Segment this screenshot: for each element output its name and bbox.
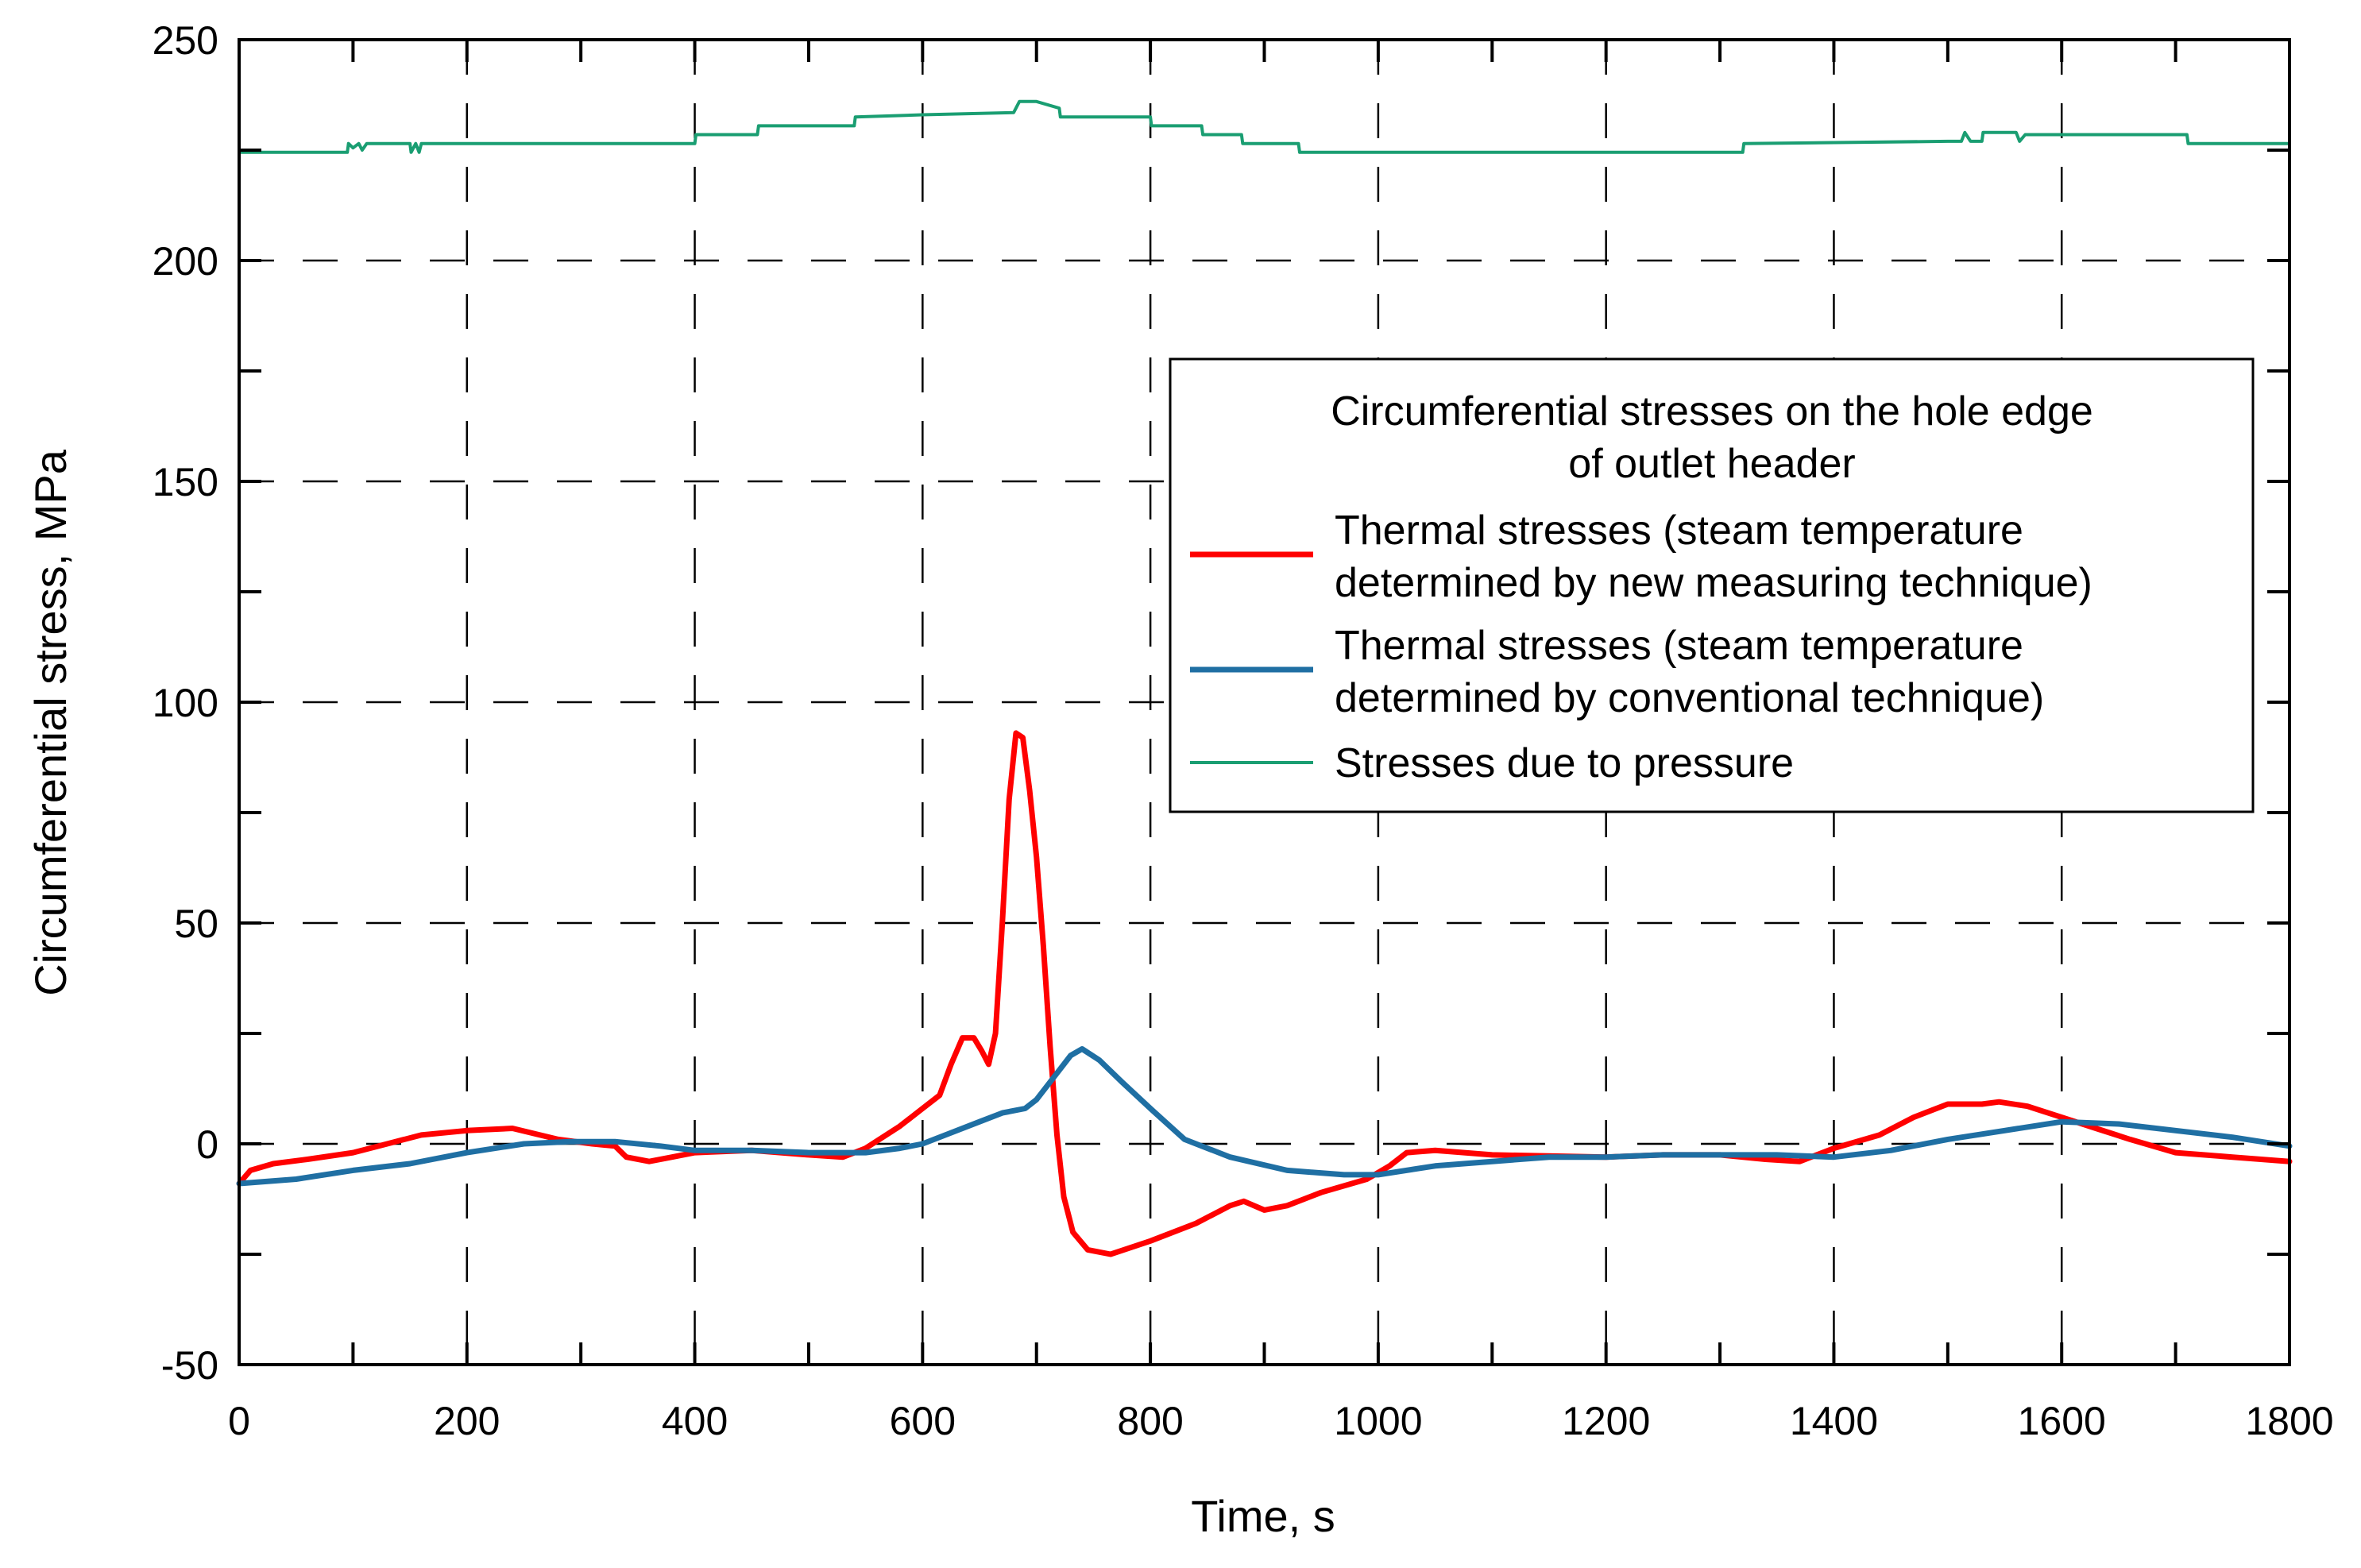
legend-label-new-technique-line-2: determined by new measuring technique) <box>1335 560 2092 606</box>
x-tick-label: 400 <box>662 1399 728 1443</box>
legend-label-conventional-technique-line-1: Thermal stresses (steam temperature <box>1335 623 2023 669</box>
series-line-pressure <box>238 99 2291 154</box>
x-tick-label: 1200 <box>1562 1399 1650 1443</box>
axis-tick-labels: 0 200 400 600 800 1000 1200 1400 1600 1800-500501… <box>153 18 2334 1443</box>
legend-label-new-technique-line-1: Thermal stresses (steam temperature <box>1335 508 2023 554</box>
y-tick-label: 100 <box>153 681 218 725</box>
x-tick-label: 1400 <box>1790 1399 1878 1443</box>
y-axis-title: Circumferential stress, MPa <box>25 449 75 996</box>
x-axis-title: Time, s <box>1191 1491 1335 1541</box>
y-tick-label: 200 <box>153 239 218 284</box>
x-tick-label: 600 <box>890 1399 956 1443</box>
x-tick-label: 800 <box>1117 1399 1183 1443</box>
legend-box <box>1169 357 2255 813</box>
y-tick-label: 150 <box>153 460 218 504</box>
series-line-conventional-technique <box>236 1046 2293 1187</box>
axis-ticks <box>238 38 2291 1366</box>
legend-title-line-2: of outlet header <box>1568 441 1855 487</box>
y-tick-label: 250 <box>153 18 218 63</box>
x-tick-label: 200 <box>434 1399 500 1443</box>
y-tick-label: 50 <box>174 902 218 946</box>
legend-label-conventional-technique-line-2: determined by conventional technique) <box>1335 675 2044 721</box>
x-tick-label: 0 <box>228 1399 250 1443</box>
x-tick-label: 1800 <box>2245 1399 2333 1443</box>
legend-title-line-1: Circumferential stresses on the hole edg… <box>1331 388 2093 434</box>
x-tick-label: 1000 <box>1334 1399 1422 1443</box>
series-line-new-technique <box>236 730 2293 1257</box>
legend: Circumferential stresses on the hole edg… <box>1169 357 2255 813</box>
series-layer <box>236 99 2293 1257</box>
legend-label-pressure: Stresses due to pressure <box>1335 740 1794 786</box>
y-tick-label: 0 <box>196 1122 218 1167</box>
x-tick-label: 1600 <box>2018 1399 2106 1443</box>
y-tick-label: -50 <box>161 1343 218 1388</box>
